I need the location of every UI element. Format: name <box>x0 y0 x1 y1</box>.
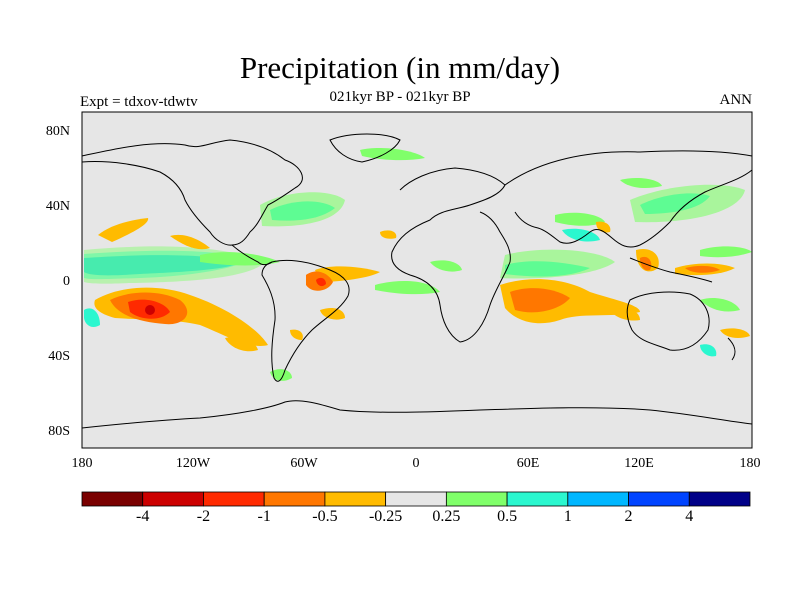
tasman-cyan <box>700 344 717 357</box>
indian-ocean-green <box>500 249 615 279</box>
colorbar-tick-label: -1 <box>257 508 271 525</box>
npac-orange-2 <box>170 234 210 250</box>
colorbar-tick-label: -2 <box>196 508 211 525</box>
colorbar-swatch <box>567 491 629 507</box>
arabia-green <box>555 212 605 226</box>
colorbar-swatch <box>688 491 751 507</box>
colorbar-swatch <box>506 491 569 507</box>
colorbar-tick-label: -0.25 <box>368 508 403 525</box>
colorbar-tick-label: 0.5 <box>497 508 518 525</box>
colorbar-swatch <box>203 491 265 507</box>
colorbar-tick-label: 1 <box>563 508 572 525</box>
lon-label-180e: 180 <box>739 456 761 471</box>
lat-label-80s: 80S <box>48 424 70 439</box>
south-america-coast <box>261 259 350 382</box>
colorbar-tick-label: 2 <box>624 508 633 525</box>
patagonia-green <box>270 369 292 381</box>
map-frame <box>81 111 753 449</box>
experiment-label: Expt = tdxov-tdwtv <box>80 94 198 110</box>
colorbar-tick-label: 0.25 <box>432 508 461 525</box>
map-subtitle: 021kyr BP - 021kyr BP <box>329 89 471 105</box>
australia-coast-orange <box>610 308 640 321</box>
australia-coast <box>626 291 710 351</box>
coastlines <box>81 133 753 429</box>
asia-coast <box>504 150 753 248</box>
south-atlantic-green <box>375 280 440 295</box>
colorbar-swatch <box>142 491 204 507</box>
africa-green <box>430 260 462 272</box>
colorbar <box>81 491 751 507</box>
greenland-coast <box>329 133 401 163</box>
lon-label-180w: 180 <box>71 456 93 471</box>
colorbar-swatch <box>445 491 508 507</box>
lon-label-120e: 120E <box>624 456 654 471</box>
lon-label-0: 0 <box>412 456 420 471</box>
precip-anomaly-fields <box>84 147 752 381</box>
colorbar-swatch <box>263 491 326 507</box>
amazon-red <box>316 277 326 287</box>
map-title: Precipitation (in mm/day) <box>239 50 561 85</box>
south-west-pacific-green <box>700 298 740 312</box>
north-america-coast <box>81 139 303 246</box>
north-atlantic-green <box>260 192 345 227</box>
colorbar-swatch <box>628 491 690 507</box>
east-pacific-green <box>84 308 100 328</box>
map-panel <box>82 112 752 448</box>
lat-label-80n: 80N <box>45 124 70 139</box>
lon-label-60w: 60W <box>290 456 318 471</box>
south-america-orange <box>290 329 303 340</box>
siberia-green <box>620 177 662 188</box>
colorbar-tick-label: -0.5 <box>312 508 338 525</box>
season-label: ANN <box>719 92 753 108</box>
south-pacific-core <box>145 305 155 315</box>
lon-label-120w: 120W <box>175 456 211 471</box>
west-pacific-dark-orange <box>685 265 720 273</box>
colorbar-swatch <box>324 491 387 507</box>
south-pacific-orange-2 <box>225 336 258 352</box>
north-pacific-orange <box>98 218 149 242</box>
lat-label-0: 0 <box>63 274 70 289</box>
maritime-continent-coast <box>629 257 713 283</box>
southern-pacific-orange <box>720 328 750 338</box>
colorbar-tick-label: -4 <box>136 508 150 525</box>
antarctica-coast <box>81 400 753 429</box>
colorbar-swatch <box>385 491 447 507</box>
new-zealand-coast <box>727 337 736 361</box>
caribbean-green <box>200 252 280 266</box>
colorbar-swatch <box>81 491 144 507</box>
west-pacific-green <box>700 246 752 258</box>
north-africa-orange <box>380 230 397 239</box>
indian-ocean-dark-orange <box>510 288 570 313</box>
lat-label-40s: 40S <box>48 349 70 364</box>
lat-label-40n: 40N <box>45 199 70 214</box>
greenland-green <box>360 147 425 161</box>
colorbar-tick-label: 4 <box>685 508 694 525</box>
lon-label-60e: 60E <box>516 456 540 471</box>
